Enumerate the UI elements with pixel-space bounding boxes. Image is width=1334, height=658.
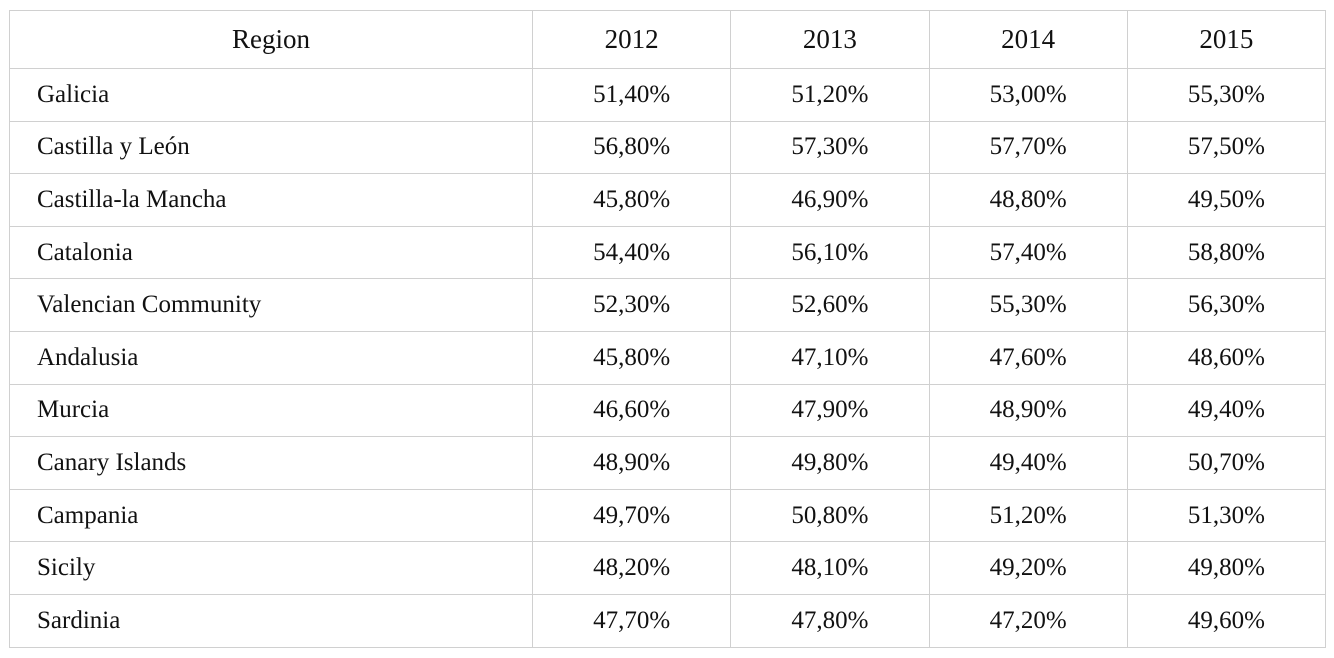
value-cell: 58,80%	[1126, 225, 1327, 280]
value-cell: 54,40%	[531, 225, 732, 280]
value-cell: 46,60%	[531, 383, 732, 438]
value-cell: 46,90%	[730, 173, 930, 227]
value-cell: 57,70%	[928, 120, 1128, 175]
table-body: Galicia 51,40% 51,20% 53,00% 55,30% Castilla …	[9, 68, 1327, 648]
table-row: Sardinia 47,70% 47,80% 47,20% 49,60%	[9, 593, 1327, 648]
value-cell: 51,20%	[730, 68, 930, 122]
region-cell: Sicily	[9, 541, 533, 595]
table-row: Galicia 51,40% 51,20% 53,00% 55,30%	[9, 68, 1327, 122]
value-cell: 47,20%	[928, 593, 1128, 648]
table-row: Castilla-la Mancha 45,80% 46,90% 48,80% 49,5…	[9, 173, 1327, 227]
region-cell: Castilla y León	[9, 120, 533, 175]
region-cell: Galicia	[9, 68, 533, 122]
header-cell: 2015	[1126, 10, 1327, 69]
value-cell: 48,90%	[531, 436, 732, 490]
value-cell: 56,10%	[730, 225, 930, 280]
table-row: Canary Islands 48,90% 49,80% 49,40% 50,70%	[9, 436, 1327, 490]
value-cell: 49,80%	[1126, 541, 1327, 595]
table-row: Catalonia 54,40% 56,10% 57,40% 58,80%	[9, 225, 1327, 280]
table-row: Valencian Community 52,30% 52,60% 55,30% 56,…	[9, 278, 1327, 332]
region-cell: Castilla-la Mancha	[9, 173, 533, 227]
value-cell: 57,40%	[928, 225, 1128, 280]
table-row: Castilla y León 56,80% 57,30% 57,70% 57,50%	[9, 120, 1327, 175]
value-cell: 45,80%	[531, 173, 732, 227]
value-cell: 55,30%	[928, 278, 1128, 332]
table-row: Andalusia 45,80% 47,10% 47,60% 48,60%	[9, 330, 1327, 385]
data-table: Region 2012 2013 2014 2015 Galicia 51,40% 51,2…	[9, 10, 1327, 648]
value-cell: 49,70%	[531, 488, 732, 543]
value-cell: 49,50%	[1126, 173, 1327, 227]
header-row: Region 2012 2013 2014 2015	[9, 10, 1327, 69]
value-cell: 50,70%	[1126, 436, 1327, 490]
value-cell: 49,40%	[1126, 383, 1327, 438]
value-cell: 48,60%	[1126, 330, 1327, 385]
value-cell: 51,20%	[928, 488, 1128, 543]
value-cell: 48,80%	[928, 173, 1128, 227]
value-cell: 49,20%	[928, 541, 1128, 595]
value-cell: 47,70%	[531, 593, 732, 648]
region-cell: Campania	[9, 488, 533, 543]
table-row: Campania 49,70% 50,80% 51,20% 51,30%	[9, 488, 1327, 543]
region-cell: Sardinia	[9, 593, 533, 648]
value-cell: 56,80%	[531, 120, 732, 175]
header-cell: Region	[9, 10, 533, 69]
table-row: Sicily 48,20% 48,10% 49,20% 49,80%	[9, 541, 1327, 595]
header-cell: 2012	[531, 10, 732, 69]
value-cell: 45,80%	[531, 330, 732, 385]
header-cell: 2014	[928, 10, 1128, 69]
region-cell: Canary Islands	[9, 436, 533, 490]
value-cell: 52,60%	[730, 278, 930, 332]
value-cell: 55,30%	[1126, 68, 1327, 122]
value-cell: 47,10%	[730, 330, 930, 385]
region-cell: Valencian Community	[9, 278, 533, 332]
value-cell: 57,30%	[730, 120, 930, 175]
table-row: Murcia 46,60% 47,90% 48,90% 49,40%	[9, 383, 1327, 438]
value-cell: 57,50%	[1126, 120, 1327, 175]
value-cell: 53,00%	[928, 68, 1128, 122]
value-cell: 50,80%	[730, 488, 930, 543]
value-cell: 52,30%	[531, 278, 732, 332]
region-cell: Catalonia	[9, 225, 533, 280]
region-cell: Andalusia	[9, 330, 533, 385]
region-cell: Murcia	[9, 383, 533, 438]
value-cell: 47,90%	[730, 383, 930, 438]
value-cell: 49,80%	[730, 436, 930, 490]
value-cell: 56,30%	[1126, 278, 1327, 332]
value-cell: 48,90%	[928, 383, 1128, 438]
value-cell: 49,60%	[1126, 593, 1327, 648]
header-cell: 2013	[730, 10, 930, 69]
value-cell: 51,30%	[1126, 488, 1327, 543]
value-cell: 47,80%	[730, 593, 930, 648]
value-cell: 47,60%	[928, 330, 1128, 385]
value-cell: 51,40%	[531, 68, 732, 122]
value-cell: 49,40%	[928, 436, 1128, 490]
value-cell: 48,10%	[730, 541, 930, 595]
value-cell: 48,20%	[531, 541, 732, 595]
